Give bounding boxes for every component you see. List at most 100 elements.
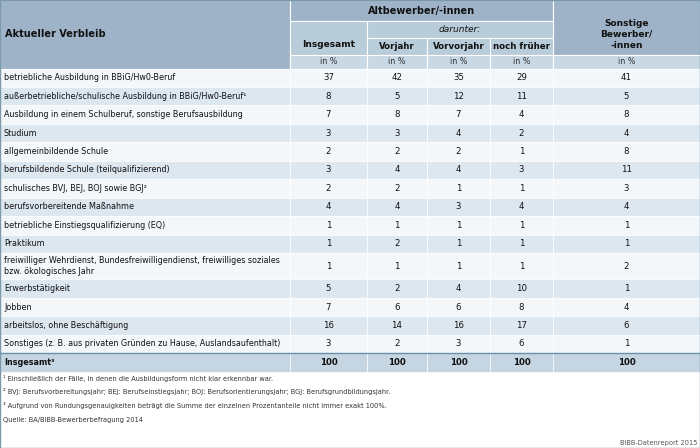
Text: 100: 100: [388, 358, 406, 367]
Text: allgemeinbildende Schule: allgemeinbildende Schule: [4, 147, 108, 156]
Bar: [290, 179, 367, 198]
Text: 14: 14: [391, 321, 402, 330]
Bar: [367, 124, 427, 142]
Text: 7: 7: [326, 302, 331, 311]
Text: 8: 8: [394, 110, 400, 119]
Bar: [553, 0, 700, 69]
Bar: [367, 298, 427, 316]
Bar: [553, 142, 700, 161]
Bar: [427, 216, 490, 235]
Text: Vorvorjahr: Vorvorjahr: [433, 42, 484, 51]
Text: noch früher: noch früher: [493, 42, 550, 51]
Bar: [0, 298, 290, 316]
Text: Aktueller Verbleib: Aktueller Verbleib: [5, 29, 106, 39]
Text: 1: 1: [394, 221, 400, 230]
Bar: [0, 87, 290, 105]
Bar: [427, 335, 490, 353]
Text: 4: 4: [394, 165, 400, 174]
Bar: [427, 56, 490, 69]
Bar: [427, 198, 490, 216]
Text: 1: 1: [326, 239, 331, 248]
Text: 11: 11: [621, 165, 632, 174]
Bar: [367, 56, 427, 69]
Text: 2: 2: [394, 284, 400, 293]
Bar: [490, 316, 553, 335]
Bar: [290, 316, 367, 335]
Bar: [427, 142, 490, 161]
Bar: [290, 216, 367, 235]
Bar: [0, 161, 290, 179]
Bar: [427, 105, 490, 124]
Bar: [367, 21, 553, 38]
Bar: [290, 353, 367, 371]
Text: 1: 1: [519, 262, 524, 271]
Bar: [553, 56, 700, 69]
Bar: [0, 280, 290, 298]
Text: 1: 1: [519, 221, 524, 230]
Bar: [490, 335, 553, 353]
Text: 3: 3: [456, 202, 461, 211]
Text: 2: 2: [326, 184, 331, 193]
Text: Quelle: BA/BIBB-Bewerberbefragung 2014: Quelle: BA/BIBB-Bewerberbefragung 2014: [3, 417, 143, 423]
Bar: [490, 253, 553, 280]
Bar: [367, 335, 427, 353]
Bar: [490, 353, 553, 371]
Bar: [427, 179, 490, 198]
Text: betriebliche Ausbildung in BBiG/Hw0-Beruf: betriebliche Ausbildung in BBiG/Hw0-Beru…: [4, 73, 175, 82]
Text: 17: 17: [516, 321, 527, 330]
Bar: [290, 280, 367, 298]
Text: 1: 1: [519, 147, 524, 156]
Text: berufsbildende Schule (teilqualifizierend): berufsbildende Schule (teilqualifizieren…: [4, 165, 169, 174]
Bar: [290, 253, 367, 280]
Bar: [0, 0, 290, 69]
Text: 2: 2: [394, 184, 400, 193]
Bar: [490, 179, 553, 198]
Text: 16: 16: [453, 321, 464, 330]
Bar: [553, 253, 700, 280]
Text: Praktikum: Praktikum: [4, 239, 45, 248]
Text: 4: 4: [326, 202, 331, 211]
Text: 16: 16: [323, 321, 334, 330]
Bar: [367, 87, 427, 105]
Text: 4: 4: [624, 302, 629, 311]
Text: 42: 42: [391, 73, 402, 82]
Text: 6: 6: [456, 302, 461, 311]
Text: 5: 5: [326, 284, 331, 293]
Text: 3: 3: [624, 184, 629, 193]
Bar: [290, 298, 367, 316]
Text: 35: 35: [453, 73, 464, 82]
Bar: [0, 142, 290, 161]
Text: Insgesamt³: Insgesamt³: [4, 358, 55, 367]
Bar: [367, 179, 427, 198]
Text: arbeitslos, ohne Beschäftigung: arbeitslos, ohne Beschäftigung: [4, 321, 128, 330]
Text: ² BVJ: Berufsvorbereitungsjahr; BEJ: Berufseinstiegsjahr; BOJ: Berufsorientierun: ² BVJ: Berufsvorbereitungsjahr; BEJ: Ber…: [3, 388, 391, 396]
Text: in %: in %: [320, 57, 337, 66]
Bar: [490, 298, 553, 316]
Bar: [427, 124, 490, 142]
Text: darunter:: darunter:: [439, 25, 481, 34]
Bar: [553, 179, 700, 198]
Text: berufsvorbereitende Maßnahme: berufsvorbereitende Maßnahme: [4, 202, 134, 211]
Text: 12: 12: [453, 92, 464, 101]
Text: 41: 41: [621, 73, 632, 82]
Text: 4: 4: [519, 110, 524, 119]
Bar: [0, 198, 290, 216]
Text: Sonstiges (z. B. aus privaten Gründen zu Hause, Auslandsaufenthalt): Sonstiges (z. B. aus privaten Gründen zu…: [4, 340, 281, 349]
Text: 4: 4: [394, 202, 400, 211]
Text: 3: 3: [519, 165, 524, 174]
Bar: [290, 235, 367, 253]
Bar: [553, 161, 700, 179]
Bar: [290, 335, 367, 353]
Bar: [0, 353, 290, 371]
Bar: [427, 298, 490, 316]
Bar: [0, 235, 290, 253]
Text: 1: 1: [519, 239, 524, 248]
Bar: [427, 161, 490, 179]
Bar: [553, 69, 700, 87]
Text: 1: 1: [326, 262, 331, 271]
Text: 1: 1: [456, 184, 461, 193]
Bar: [490, 38, 553, 56]
Bar: [553, 198, 700, 216]
Text: Erwerbstätigkeit: Erwerbstätigkeit: [4, 284, 70, 293]
Text: 2: 2: [519, 129, 524, 138]
